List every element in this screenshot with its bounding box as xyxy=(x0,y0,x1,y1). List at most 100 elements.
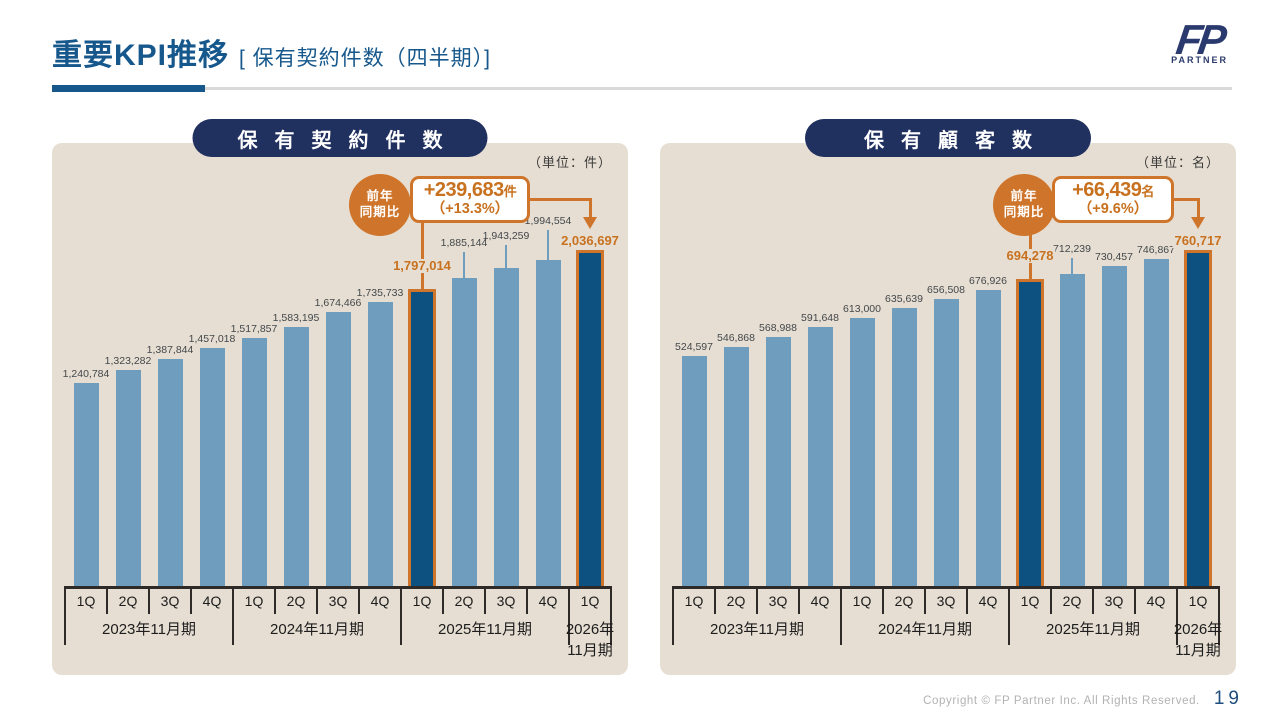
chart-title-pill-contracts: 保有契約件数 xyxy=(192,119,488,157)
x-axis-quarter-tick xyxy=(924,586,926,614)
x-axis-quarter-tick xyxy=(798,586,800,614)
bar xyxy=(891,307,917,586)
x-axis-quarter-label: 3Q xyxy=(1104,593,1124,609)
x-axis-year-label: 2023年11月期 xyxy=(710,621,804,638)
x-axis-quarter-label: 3Q xyxy=(496,593,516,609)
bar-value-label: 1,240,784 xyxy=(62,368,110,381)
x-axis-year-label: 2024年11月期 xyxy=(270,621,364,638)
bar xyxy=(975,289,1001,586)
x-axis-quarter-tick xyxy=(1134,586,1136,614)
bar-value-label: 730,457 xyxy=(1095,251,1133,264)
bar xyxy=(933,298,959,586)
bar-value-label: 712,239 xyxy=(1053,243,1091,256)
bar-value-label: 1,994,554 xyxy=(524,214,572,227)
bar xyxy=(535,259,561,586)
x-axis-quarter-label: 4Q xyxy=(810,593,830,609)
x-axis-quarter-label: 4Q xyxy=(202,593,222,609)
unit-label-contracts: （単位：件） xyxy=(527,155,612,170)
x-axis-year-tick xyxy=(568,586,570,645)
x-axis-quarter-label: 4Q xyxy=(538,593,558,609)
bar xyxy=(199,347,225,586)
x-axis-quarter-label: 2Q xyxy=(118,593,138,609)
x-axis-quarter-tick xyxy=(106,586,108,614)
x-axis-quarter-label: 2Q xyxy=(726,593,746,609)
bar xyxy=(765,336,791,586)
unit-label-customers: （単位：名） xyxy=(1135,155,1220,170)
bar xyxy=(283,327,309,586)
yoy-delta-unit: 件 xyxy=(503,184,517,199)
bar xyxy=(723,346,749,586)
value-leader-line xyxy=(547,229,549,260)
x-axis-quarter-label: 2Q xyxy=(894,593,914,609)
yoy-badge-line2: 同期比 xyxy=(1003,205,1045,219)
bar-value-label: 1,323,282 xyxy=(104,354,152,367)
x-axis-year-label: 2026年 11月期 xyxy=(1173,621,1223,659)
x-axis-quarter-tick xyxy=(882,586,884,614)
chart-title-pill-customers: 保有顧客数 xyxy=(805,119,1091,157)
yoy-badge-line1: 前年 xyxy=(1010,189,1038,204)
x-axis-year-label: 2026年 11月期 xyxy=(565,621,615,659)
fp-logo-mark: FP xyxy=(1173,16,1226,63)
x-axis-year-tick xyxy=(64,586,66,645)
bar-value-label: 546,868 xyxy=(717,331,755,344)
value-leader-line xyxy=(463,251,465,278)
x-axis-quarter-tick xyxy=(148,586,150,614)
x-axis-year-label: 2023年11月期 xyxy=(102,621,196,638)
x-axis-quarter-tick xyxy=(484,586,486,614)
bar xyxy=(451,277,477,586)
x-axis-quarter-tick xyxy=(316,586,318,614)
value-leader-line xyxy=(1071,258,1073,275)
x-axis-year-tick xyxy=(1176,586,1178,645)
bar-value-label: 568,988 xyxy=(759,321,797,334)
x-axis-quarter-tick xyxy=(714,586,716,614)
x-axis-quarter-tick xyxy=(442,586,444,614)
yoy-delta-unit: 名 xyxy=(1141,184,1154,199)
yoy-arrow-vertical xyxy=(1196,198,1200,218)
bar-value-label: 1,457,018 xyxy=(188,332,236,345)
yoy-arrow-vertical xyxy=(588,198,592,218)
bar-value-label: 760,717 xyxy=(1172,233,1224,248)
x-axis-quarter-label: 1Q xyxy=(580,593,600,609)
x-axis-line xyxy=(673,586,1219,589)
bar-value-label: 1,674,466 xyxy=(314,297,362,310)
bar-highlighted xyxy=(1183,250,1212,589)
x-axis-quarter-label: 1Q xyxy=(412,593,432,609)
bar-highlighted xyxy=(1015,279,1044,589)
bar xyxy=(241,337,267,586)
bar-value-label: 746,867 xyxy=(1137,244,1175,257)
page-title: 重要KPI推移 xyxy=(52,39,230,72)
x-axis-quarter-label: 3Q xyxy=(936,593,956,609)
bar-value-label: 676,926 xyxy=(969,274,1007,287)
yoy-arrow-horizontal xyxy=(1172,198,1198,201)
x-axis-quarter-label: 4Q xyxy=(1146,593,1166,609)
x-axis-quarter-tick xyxy=(190,586,192,614)
bar-value-label: 656,508 xyxy=(927,283,965,296)
chart-title-customers: 保有顧客数 xyxy=(864,129,1049,152)
fp-partner-logo: FP PARTNER xyxy=(1171,16,1228,65)
chart-title-contracts: 保有契約件数 xyxy=(237,129,460,152)
bar-value-label: 1,583,195 xyxy=(272,312,320,325)
x-axis-quarter-label: 1Q xyxy=(684,593,704,609)
yoy-badge-box: +66,439名 （+9.6%） xyxy=(1052,176,1174,223)
x-axis-quarter-tick xyxy=(274,586,276,614)
bar xyxy=(157,359,183,586)
x-axis-quarter-tick xyxy=(966,586,968,614)
bar-value-label: 1,885,144 xyxy=(440,236,488,249)
header-rule-gray xyxy=(52,87,1232,90)
x-axis-quarter-label: 1Q xyxy=(1020,593,1040,609)
x-axis-quarter-label: 4Q xyxy=(978,593,998,609)
x-axis-quarter-label: 3Q xyxy=(328,593,348,609)
x-axis-quarter-tick xyxy=(756,586,758,614)
yoy-delta-value: +66,439名 xyxy=(1072,179,1154,201)
x-axis-year-tick xyxy=(400,586,402,645)
x-axis-quarter-tick xyxy=(526,586,528,614)
x-axis-year-tick xyxy=(232,586,234,645)
bar xyxy=(115,369,141,586)
page-number: 19 xyxy=(1213,688,1243,709)
x-axis-quarter-label: 1Q xyxy=(76,593,96,609)
x-axis-year-label: 2024年11月期 xyxy=(878,621,972,638)
bar xyxy=(1143,259,1169,586)
yoy-badge-circle: 前年 同期比 xyxy=(349,174,411,236)
yoy-delta-percent: （+13.3%） xyxy=(430,201,510,217)
